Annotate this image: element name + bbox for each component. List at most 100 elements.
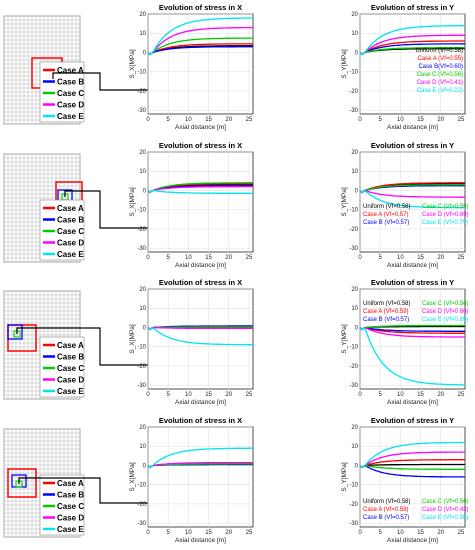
x-tick-label: 10: [397, 255, 404, 261]
series-line-case-c: [359, 47, 465, 56]
x-tick-label: 25: [246, 530, 253, 536]
y-tick-label: 20: [351, 12, 358, 18]
plot-area: [359, 13, 466, 115]
y-tick-label: 10: [351, 444, 358, 450]
x-tick-label: 10: [185, 255, 192, 261]
x-tick-label: 15: [205, 255, 212, 261]
x-tick-label: 5: [167, 255, 171, 261]
legend-entry: Uniform (Vf=0.58): [363, 301, 411, 307]
series-line-case-e: [359, 190, 465, 209]
x-tick-label: 10: [397, 530, 404, 536]
y-tick-label: -10: [349, 483, 358, 489]
chart-title: Evolution of stress in Y: [371, 3, 454, 12]
series-line-case-b: [147, 46, 253, 56]
y-tick-label: -20: [137, 227, 146, 233]
y-tick-label: -30: [137, 521, 146, 527]
y-tick-label: 10: [351, 306, 358, 312]
x-tick-label: 20: [225, 255, 232, 261]
y-tick-label: -30: [137, 383, 146, 389]
legend-entry: Case D (Vf=0.69): [422, 212, 469, 218]
y-tick-label: 0: [355, 463, 359, 469]
series-line-case-b: [359, 327, 465, 332]
series-line-case-c: [359, 184, 465, 194]
x-tick-label: 15: [417, 530, 424, 536]
region-box-red: [7, 468, 37, 498]
series-line-case-e: [147, 189, 253, 194]
chart-title: Evolution of stress in Y: [371, 141, 454, 150]
series-line-case-a: [359, 459, 465, 469]
x-tick-label: 10: [185, 392, 192, 398]
case-legend-label: Case C: [57, 89, 84, 98]
x-tick-label: 10: [397, 117, 404, 123]
series-line-case-e: [359, 327, 465, 386]
x-tick-label: 20: [437, 255, 444, 261]
legend-entry: Case A (Vf=0.55): [417, 56, 463, 62]
y-tick-label: -20: [349, 364, 358, 370]
y-tick-label: -20: [349, 227, 358, 233]
series-line-case-e: [359, 441, 465, 469]
x-axis-label: Axial distance [m]: [387, 262, 438, 269]
x-tick-label: 5: [379, 255, 383, 261]
x-tick-label: 0: [358, 530, 362, 536]
legend-entry: Case A (Vf=0.59): [363, 507, 409, 513]
x-axis-label: Axial distance [m]: [175, 537, 226, 544]
series-line-case-e: [147, 447, 253, 469]
x-tick-label: 25: [246, 255, 253, 261]
y-tick-label: -30: [349, 521, 358, 527]
region-box-blue: [7, 324, 23, 340]
chart-title: Evolution of stress in Y: [371, 416, 454, 425]
y-tick-label: -30: [137, 108, 146, 114]
series-line-case-c: [147, 37, 253, 56]
y-tick-label: 10: [351, 169, 358, 175]
y-axis-label: S_X[MPa]: [129, 49, 136, 78]
x-tick-label: 0: [146, 530, 150, 536]
x-axis-label: Axial distance [m]: [387, 399, 438, 406]
x-tick-label: 5: [379, 117, 383, 123]
y-axis-label: S_Y[MPa]: [341, 49, 348, 78]
legend-entry: Uniform (Vf=0.58): [363, 204, 411, 210]
y-tick-label: 10: [139, 306, 146, 312]
x-tick-label: 25: [458, 117, 465, 123]
chart-title: Evolution of stress in X: [159, 416, 242, 425]
case-legend-label: Case D: [57, 101, 84, 110]
legend-entry: Case A (Vf=0.59): [363, 309, 409, 315]
series-line-case-c: [147, 182, 253, 194]
y-tick-label: -20: [137, 89, 146, 95]
series-line-case-d: [147, 326, 253, 331]
y-axis-label: S_Y[MPa]: [341, 187, 348, 216]
y-tick-label: 20: [351, 150, 358, 156]
x-tick-label: 10: [185, 530, 192, 536]
x-tick-label: 25: [246, 392, 253, 398]
connector-line: [16, 327, 151, 366]
legend-entry: Case E (Vf=0.89): [422, 317, 468, 323]
legend-entry: Case C (Vf=0.59): [422, 204, 469, 210]
legend-entry: Case D (Vf=0.60): [422, 309, 469, 315]
y-tick-label: 0: [143, 325, 147, 331]
plot-area: [147, 288, 254, 390]
case-legend-label: Case A: [57, 204, 84, 213]
series-line-case-b: [359, 465, 466, 478]
case-legend-label: Case A: [57, 341, 84, 350]
x-tick-label: 20: [437, 117, 444, 123]
series-line-case-a: [359, 327, 465, 334]
y-tick-label: 0: [143, 50, 147, 56]
plot-area: [359, 288, 466, 390]
case-legend-label: Case B: [57, 353, 84, 362]
y-tick-label: -20: [349, 89, 358, 95]
y-axis-label: S_X[MPa]: [129, 187, 136, 216]
y-tick-label: 20: [351, 425, 358, 431]
x-tick-label: 5: [379, 530, 383, 536]
y-tick-label: -20: [137, 364, 146, 370]
x-axis-label: Axial distance [m]: [387, 124, 438, 131]
x-tick-label: 25: [458, 255, 465, 261]
legend-entry: Case D (Vf=0.41): [416, 80, 463, 86]
x-tick-label: 0: [358, 392, 362, 398]
series-line-case-c: [359, 324, 465, 331]
x-tick-label: 20: [437, 392, 444, 398]
series-line-case-e: [147, 17, 253, 56]
chart-title: Evolution of stress in X: [159, 278, 242, 287]
connector-line: [52, 72, 151, 91]
y-tick-label: 10: [139, 169, 146, 175]
series-line-case-d: [147, 185, 253, 194]
case-legend-label: Case B: [57, 78, 84, 87]
